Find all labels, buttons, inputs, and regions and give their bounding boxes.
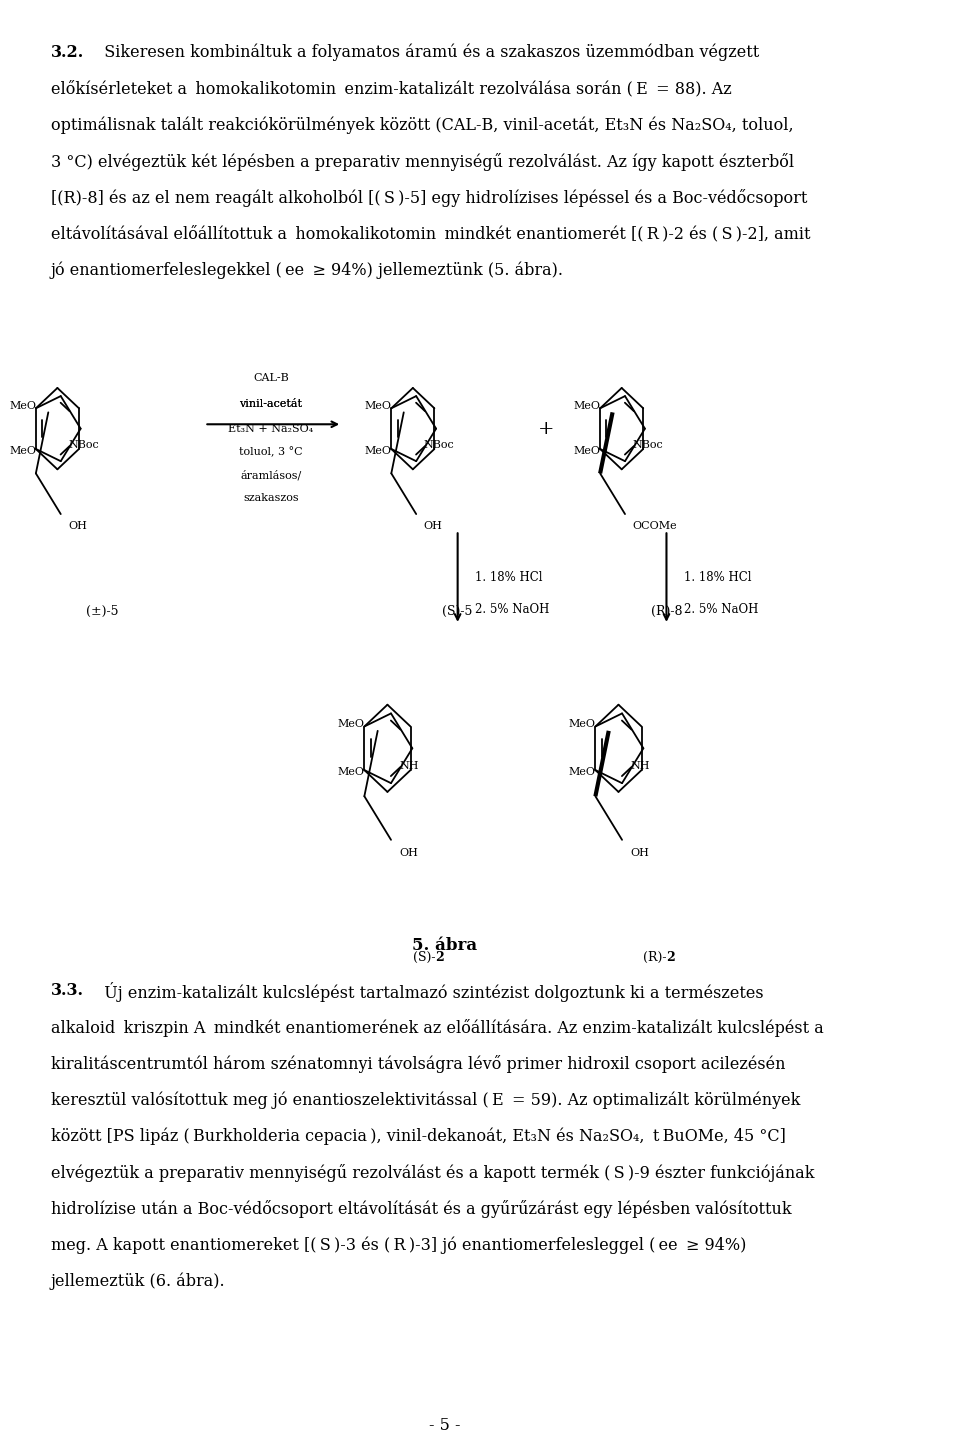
Text: optimálisnak talált reakciókörülmények között (CAL-B, vinil-acetát, Et₃N és Na₂S: optimálisnak talált reakciókörülmények k… <box>51 116 794 134</box>
Text: jellemeztük (6. ábra).: jellemeztük (6. ábra). <box>51 1273 226 1290</box>
Text: (R)-8: (R)-8 <box>651 606 683 618</box>
Text: MeO: MeO <box>569 719 596 729</box>
Text: 1. 18% HCl: 1. 18% HCl <box>684 571 752 584</box>
Text: NBoc: NBoc <box>423 440 454 450</box>
Text: NBoc: NBoc <box>633 440 663 450</box>
Text: OH: OH <box>630 849 649 857</box>
Text: áramlásos/: áramlásos/ <box>240 469 301 481</box>
Text: Et₃N + Na₂SO₄: Et₃N + Na₂SO₄ <box>228 424 314 433</box>
Text: vinil-acetát: vinil-acetát <box>240 400 302 408</box>
Text: (R)-: (R)- <box>643 952 666 963</box>
Text: 3.3.: 3.3. <box>51 982 84 1000</box>
Text: MeO: MeO <box>10 401 36 411</box>
Text: előkísérleteket a  homokalikotomin  enzim-katalizált rezolválása során ( E  = 88: előkísérleteket a homokalikotomin enzim-… <box>51 80 732 97</box>
Text: elvégeztük a preparativ mennyiségű rezolválást és a kapott termék ( S )-9 észter: elvégeztük a preparativ mennyiségű rezol… <box>51 1164 814 1181</box>
Text: alkaloid  kriszpin A  mindkét enantiomerének az előállítására. Az enzim-katalizá: alkaloid kriszpin A mindkét enantiomerén… <box>51 1019 824 1036</box>
Text: 3.2.: 3.2. <box>51 44 84 61</box>
Text: MeO: MeO <box>573 446 601 456</box>
Text: Új enzim-katalizált kulcslépést tartalmazó szintézist dolgoztunk ki a természete: Új enzim-katalizált kulcslépést tartalma… <box>93 982 763 1003</box>
Text: (±)-5: (±)-5 <box>86 606 118 618</box>
Text: (S)-: (S)- <box>413 952 436 963</box>
Text: +: + <box>539 420 555 437</box>
Text: toluol, 3 °C: toluol, 3 °C <box>239 446 302 458</box>
Text: szakaszos: szakaszos <box>243 494 299 503</box>
Text: (S)-5: (S)-5 <box>443 606 473 618</box>
Text: 2: 2 <box>666 952 675 963</box>
Text: - 5 -: - 5 - <box>428 1417 460 1434</box>
Text: OH: OH <box>399 849 418 857</box>
Text: 5. ábra: 5. ábra <box>412 937 477 955</box>
Text: keresztül valósítottuk meg jó enantioszelektivitással ( E  = 59). Az optimalizál: keresztül valósítottuk meg jó enantiosze… <box>51 1091 801 1109</box>
Text: CAL-B: CAL-B <box>253 373 289 382</box>
Text: [(R)-8] és az el nem reagált alkoholból [( S )-5] egy hidrolízises lépéssel és a: [(R)-8] és az el nem reagált alkoholból … <box>51 189 807 206</box>
Text: Sikeresen kombináltuk a folyamatos áramú és a szakaszos üzemmódban végzett: Sikeresen kombináltuk a folyamatos áramú… <box>93 44 758 61</box>
Text: MeO: MeO <box>365 446 392 456</box>
Text: között [PS lipáz ( Burkholderia cepacia ), vinil-dekanoát, Et₃N és Na₂SO₄,  t Bu: között [PS lipáz ( Burkholderia cepacia … <box>51 1128 786 1145</box>
Text: 1. 18% HCl: 1. 18% HCl <box>475 571 543 584</box>
Text: MeO: MeO <box>365 401 392 411</box>
Text: MeO: MeO <box>338 767 365 777</box>
Text: meg. A kapott enantiomereket [( S )-3 és ( R )-3] jó enantiomerfelesleggel ( ee : meg. A kapott enantiomereket [( S )-3 és… <box>51 1237 746 1254</box>
Text: OH: OH <box>68 522 87 532</box>
Text: hidrolízise után a Boc-védőcsoport eltávolítását és a gyűrűzárást egy lépésben v: hidrolízise után a Boc-védőcsoport eltáv… <box>51 1200 792 1218</box>
Text: eltávolításával előállítottuk a  homokalikotomin  mindkét enantiomerét [( R )-2 : eltávolításával előállítottuk a homokali… <box>51 225 810 243</box>
Text: kiralitáscentrumtól három szénatomnyi távolságra lévő primer hidroxil csoport ac: kiralitáscentrumtól három szénatomnyi tá… <box>51 1055 785 1072</box>
Text: MeO: MeO <box>338 719 365 729</box>
Text: OCOMe: OCOMe <box>633 522 677 532</box>
Text: MeO: MeO <box>569 767 596 777</box>
Text: NH: NH <box>399 761 419 770</box>
Text: NH: NH <box>630 761 650 770</box>
Text: vinil-acetát: vinil-acetát <box>240 400 302 408</box>
Text: 2: 2 <box>436 952 444 963</box>
Text: 2. 5% NaOH: 2. 5% NaOH <box>475 603 550 616</box>
Text: OH: OH <box>423 522 443 532</box>
Text: MeO: MeO <box>10 446 36 456</box>
Text: jó enantiomerfeleslegekkel ( ee  ≥ 94%) jellemeztünk (5. ábra).: jó enantiomerfeleslegekkel ( ee ≥ 94%) j… <box>51 262 564 279</box>
Text: 3 °C) elvégeztük két lépésben a preparativ mennyiségű rezolválást. Az így kapott: 3 °C) elvégeztük két lépésben a preparat… <box>51 153 794 170</box>
Text: NBoc: NBoc <box>68 440 99 450</box>
Text: 2. 5% NaOH: 2. 5% NaOH <box>684 603 758 616</box>
Text: MeO: MeO <box>573 401 601 411</box>
